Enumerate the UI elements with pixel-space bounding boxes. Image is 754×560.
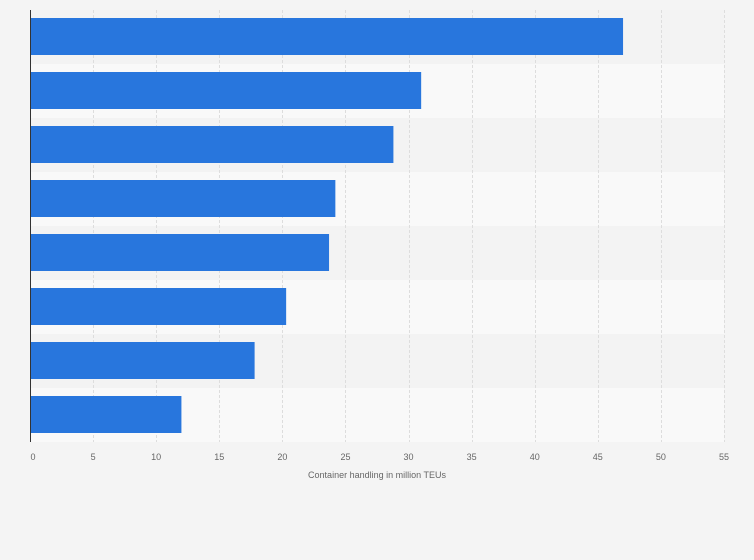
x-tick-labels: 0 5 10 15 20 25 30 35 40 45 50 55 [30,452,729,462]
x-tick-label: 10 [151,452,161,462]
bars [30,18,624,433]
bar [30,234,330,271]
x-tick-label: 45 [593,452,603,462]
x-tick-label: 50 [656,452,666,462]
x-tick-label: 40 [530,452,540,462]
bar [30,126,394,163]
bar [30,288,287,325]
x-tick-label: 25 [340,452,350,462]
x-tick-label: 30 [404,452,414,462]
x-tick-label: 15 [214,452,224,462]
bar [30,72,422,109]
bar [30,342,255,379]
x-tick-label: 0 [30,452,35,462]
bar [30,396,182,433]
x-tick-label: 20 [277,452,287,462]
x-tick-label: 55 [719,452,729,462]
bar [30,180,336,217]
bar [30,18,624,55]
x-axis-title: Container handling in million TEUs [308,470,446,480]
x-tick-label: 5 [91,452,96,462]
x-tick-label: 35 [467,452,477,462]
